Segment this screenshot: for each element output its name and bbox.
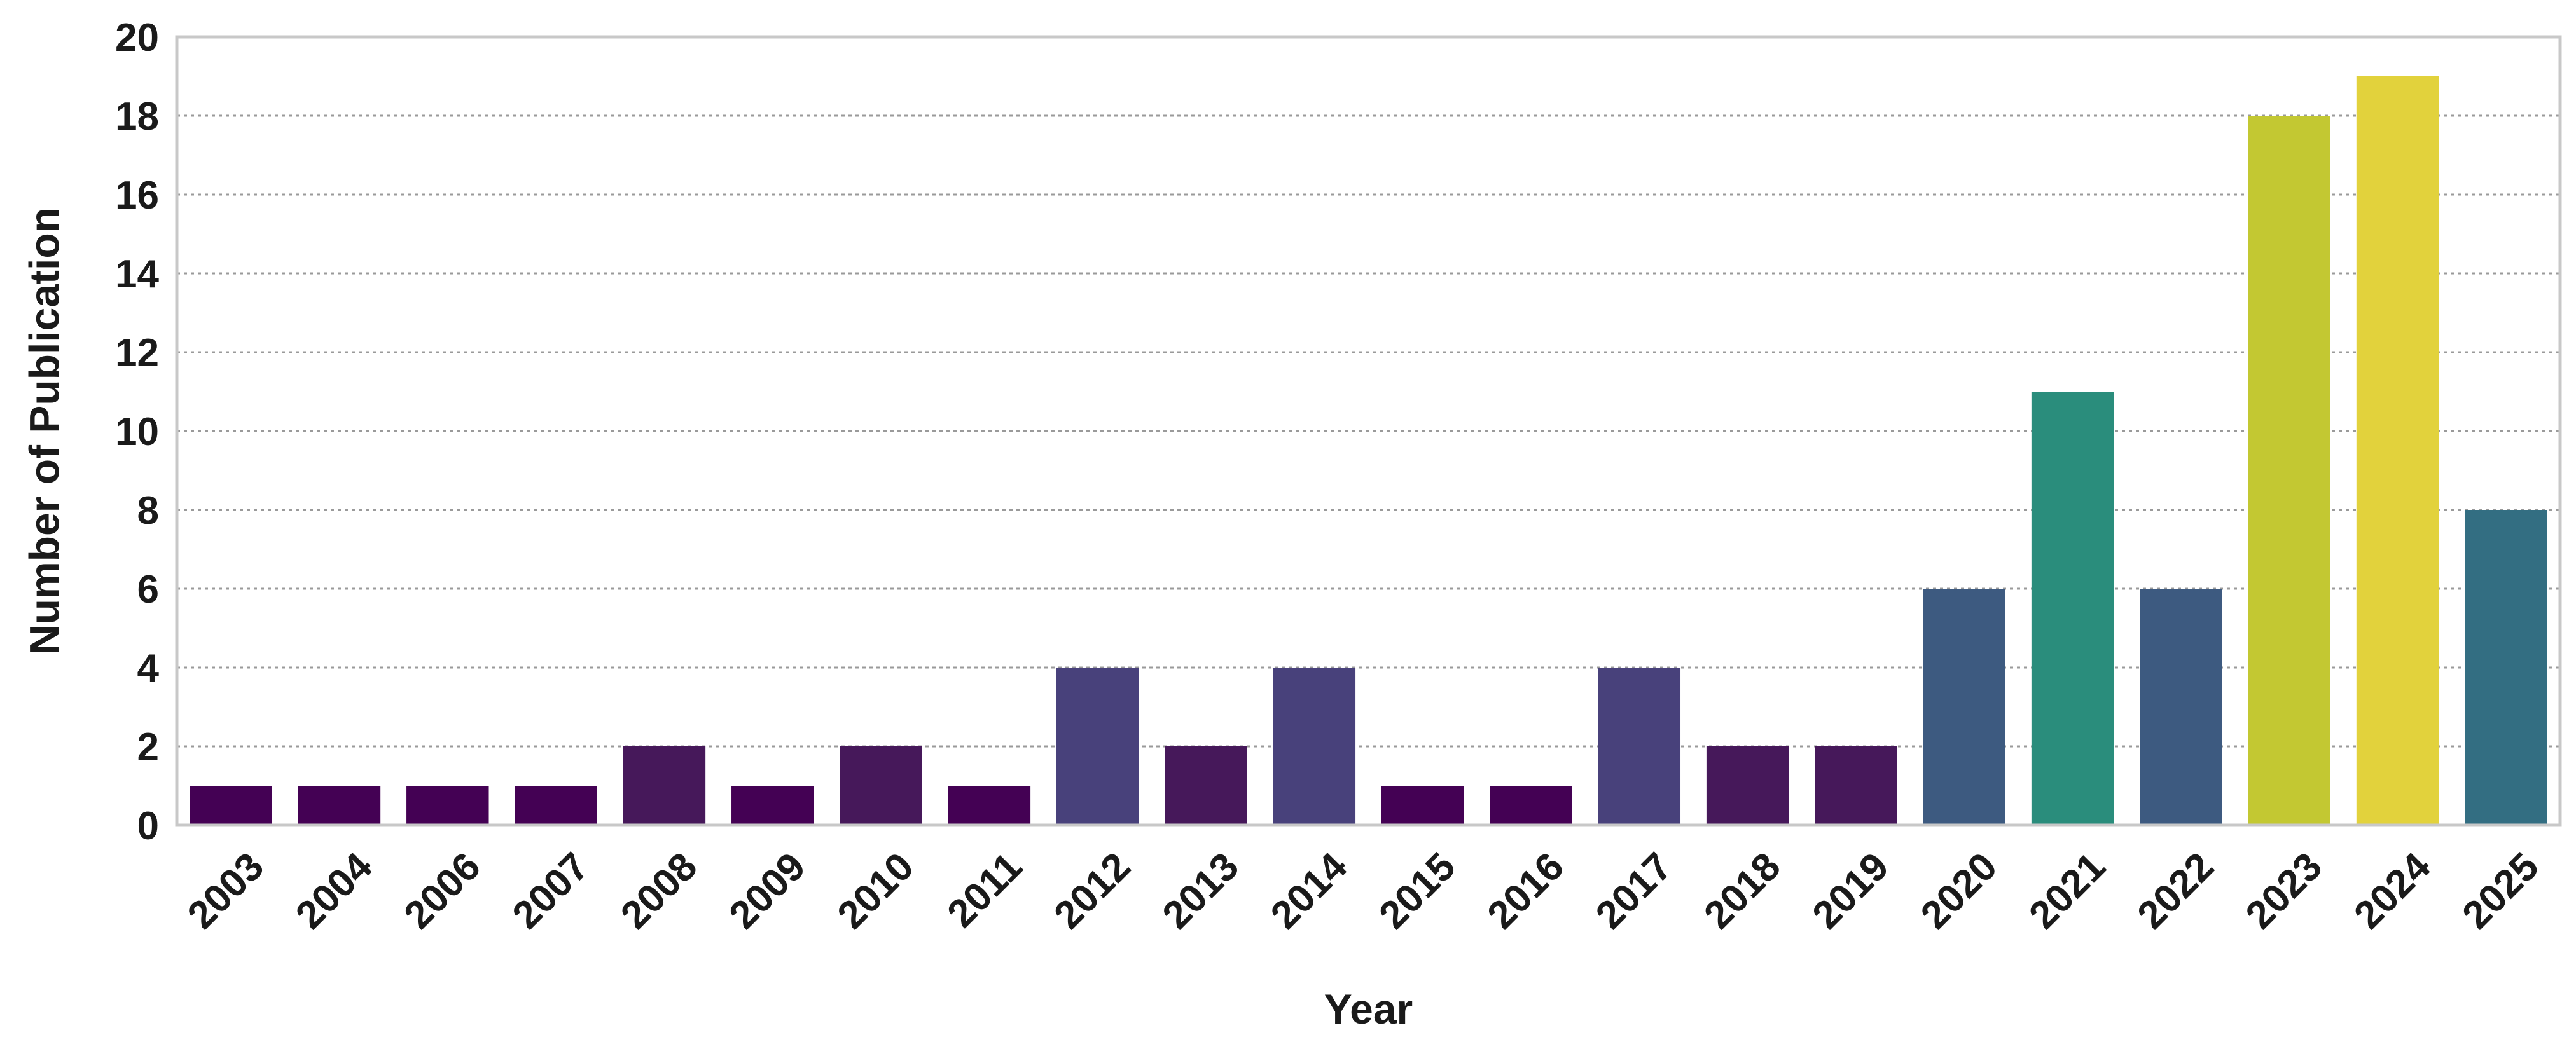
y-tick-label: 18 [115,95,159,139]
x-tick-label: 2012 [1046,844,1139,937]
y-tick-label: 20 [115,16,159,60]
y-axis-title: Number of Publication [20,207,67,655]
bar-2024 [2356,76,2439,825]
x-tick-label: 2025 [2455,844,2547,937]
bar-2010 [840,746,922,825]
x-tick-label: 2006 [396,844,488,937]
bar-2011 [948,786,1031,825]
x-tick-label: 2018 [1696,844,1789,937]
x-tick-label: 2014 [1263,844,1356,938]
y-tick-label: 10 [115,410,159,454]
bar-2009 [731,786,814,825]
y-axis-ticks: 0 2 4 6 8 10 12 14 16 18 20 [115,16,159,848]
bar-2008 [623,746,706,825]
bar-2021 [2031,392,2114,825]
x-tick-label: 2021 [2021,844,2114,937]
y-tick-label: 6 [137,568,159,612]
grid-lines [177,114,2560,748]
x-tick-label: 2015 [1371,844,1464,937]
x-tick-label: 2011 [939,844,1030,936]
x-tick-label: 2010 [829,844,922,937]
bar-2018 [1706,746,1789,825]
x-tick-label: 2019 [1804,844,1897,937]
bar-2014 [1273,668,1356,825]
x-tick-label: 2023 [2238,844,2330,937]
bar-2012 [1056,668,1139,825]
y-tick-label: 0 [137,804,159,848]
bar-2020 [1923,589,2005,825]
y-tick-label: 16 [115,174,159,217]
bars [190,76,2547,825]
y-tick-label: 2 [137,725,159,769]
y-tick-label: 14 [115,252,159,296]
y-tick-label: 4 [137,647,160,690]
x-tick-label: 2022 [2129,844,2222,937]
y-tick-label: 12 [115,331,159,375]
x-tick-label: 2020 [1913,844,2005,937]
x-tick-label: 2004 [287,844,381,938]
bar-2022 [2140,589,2222,825]
x-tick-label: 2007 [504,844,597,937]
bar-2006 [406,786,489,825]
plot-frame [175,35,2562,827]
bar-2007 [515,786,597,825]
x-tick-label: 2008 [613,844,705,937]
bar-2004 [298,786,381,825]
y-tick-label: 8 [137,489,159,533]
x-tick-label: 2003 [179,844,272,937]
x-axis-ticks: 2003 2004 2006 2007 2008 2009 2010 2011 2012 2013… [179,844,2547,938]
bar-2016 [1490,786,1572,825]
bar-2017 [1598,668,1681,825]
x-axis-title: Year [1324,985,1413,1032]
bar-2025 [2465,510,2547,825]
bar-2015 [1381,786,1464,825]
x-tick-label: 2017 [1588,844,1680,937]
bar-2013 [1165,746,1247,825]
bar-2019 [1815,746,1897,825]
x-tick-label: 2024 [2346,844,2439,938]
x-tick-label: 2013 [1154,844,1247,937]
bar-2023 [2248,116,2330,825]
bar-2003 [190,786,272,825]
x-tick-label: 2009 [721,844,814,937]
x-tick-label: 2016 [1479,844,1572,937]
